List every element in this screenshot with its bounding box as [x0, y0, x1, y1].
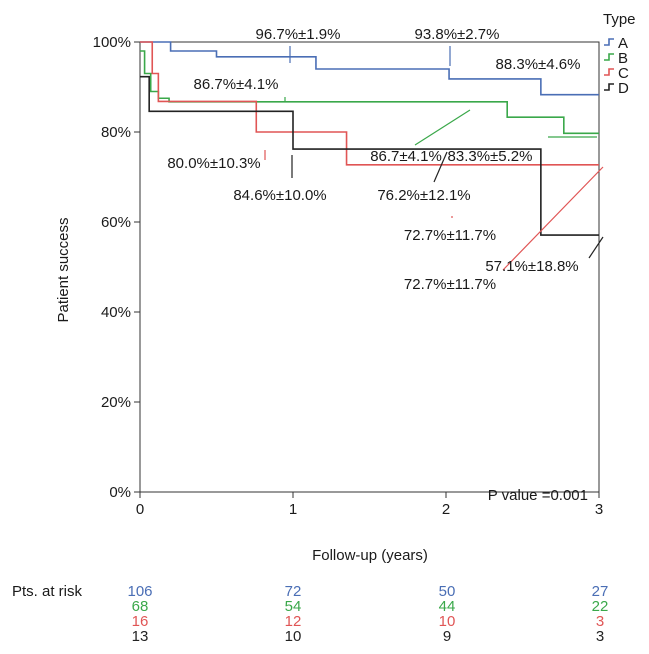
risk-cell-b: 44 [439, 598, 456, 615]
y-tick-label: 60% [101, 214, 131, 231]
legend-swatch-c [604, 68, 614, 76]
y-tick-label: 100% [93, 34, 131, 51]
y-tick-label: 80% [101, 124, 131, 141]
risk-cell-c: 12 [285, 613, 302, 630]
risk-cell-b: 22 [592, 598, 609, 615]
annotation-label: 72.7%±11.7% [404, 276, 496, 293]
legend-title: Type [603, 11, 636, 28]
annotation-label: 88.3%±4.6% [496, 56, 581, 73]
risk-table-label: Pts. at risk [12, 583, 83, 600]
series-line-d [140, 75, 599, 236]
annotation-label: 57.1%±18.8% [485, 258, 578, 275]
risk-cell-d: 10 [285, 628, 302, 645]
annotation-leader [414, 109, 471, 146]
risk-cell-a: 50 [439, 583, 456, 600]
risk-cell-a: 27 [592, 583, 609, 600]
risk-cell-c: 3 [596, 613, 604, 630]
y-axis-title: Patient success [55, 217, 72, 322]
risk-cell-b: 54 [285, 598, 302, 615]
risk-cell-a: 72 [285, 583, 302, 600]
x-tick-label: 2 [442, 501, 450, 518]
legend-entry-a: A [618, 35, 628, 52]
annotation-label: 76.2%±12.1% [377, 187, 470, 204]
annotation-label: 86.7±4.1% [370, 148, 442, 165]
legend-swatch-a [604, 38, 614, 46]
legend-entry-d: D [618, 80, 629, 97]
annotation-label: 80.0%±10.3% [167, 155, 260, 172]
x-tick-label: 1 [289, 501, 297, 518]
series-layer [140, 41, 599, 236]
legend-entry-c: C [618, 65, 629, 82]
series-line-b [140, 50, 599, 135]
p-value-label: P value =0.001 [488, 487, 588, 504]
x-tick-label: 0 [136, 501, 144, 518]
x-axis-title: Follow-up (years) [312, 547, 428, 564]
risk-cell-b: 68 [132, 598, 149, 615]
x-tick-label: 3 [595, 501, 603, 518]
legend-swatch-d [604, 83, 614, 91]
plot-frame [139, 41, 600, 493]
risk-cell-d: 13 [132, 628, 149, 645]
axes: 0% 20% 40% 60% 80% 100% 0 1 2 3 [93, 34, 604, 518]
annotation-leader [433, 151, 448, 183]
risk-cell-d: 9 [443, 628, 451, 645]
risk-cell-d: 3 [596, 628, 604, 645]
annotation-label: 93.8%±2.7% [415, 26, 500, 43]
annotation-label: 84.6%±10.0% [233, 187, 326, 204]
y-tick-label: 0% [109, 484, 131, 501]
annotation-label: 83.3%±5.2% [448, 148, 533, 165]
risk-cell-c: 10 [439, 613, 456, 630]
legend-entry-b: B [618, 50, 628, 67]
annotation-label: 96.7%±1.9% [256, 26, 341, 43]
risk-cell-a: 106 [127, 583, 152, 600]
annotation-label: 86.7%±4.1% [194, 76, 279, 93]
legend-swatch-b [604, 53, 614, 61]
risk-cell-c: 16 [132, 613, 149, 630]
y-tick-label: 40% [101, 304, 131, 321]
y-tick-label: 20% [101, 394, 131, 411]
annotation-layer: 96.7%±1.9% 93.8%±2.7% 88.3%±4.6% 86.7%±4.1%… [167, 26, 604, 293]
annotation-leader [588, 236, 604, 259]
annotation-label: 72.7%±11.7% [404, 227, 496, 244]
annotation-leader [502, 166, 604, 271]
series-line-a [140, 41, 599, 96]
